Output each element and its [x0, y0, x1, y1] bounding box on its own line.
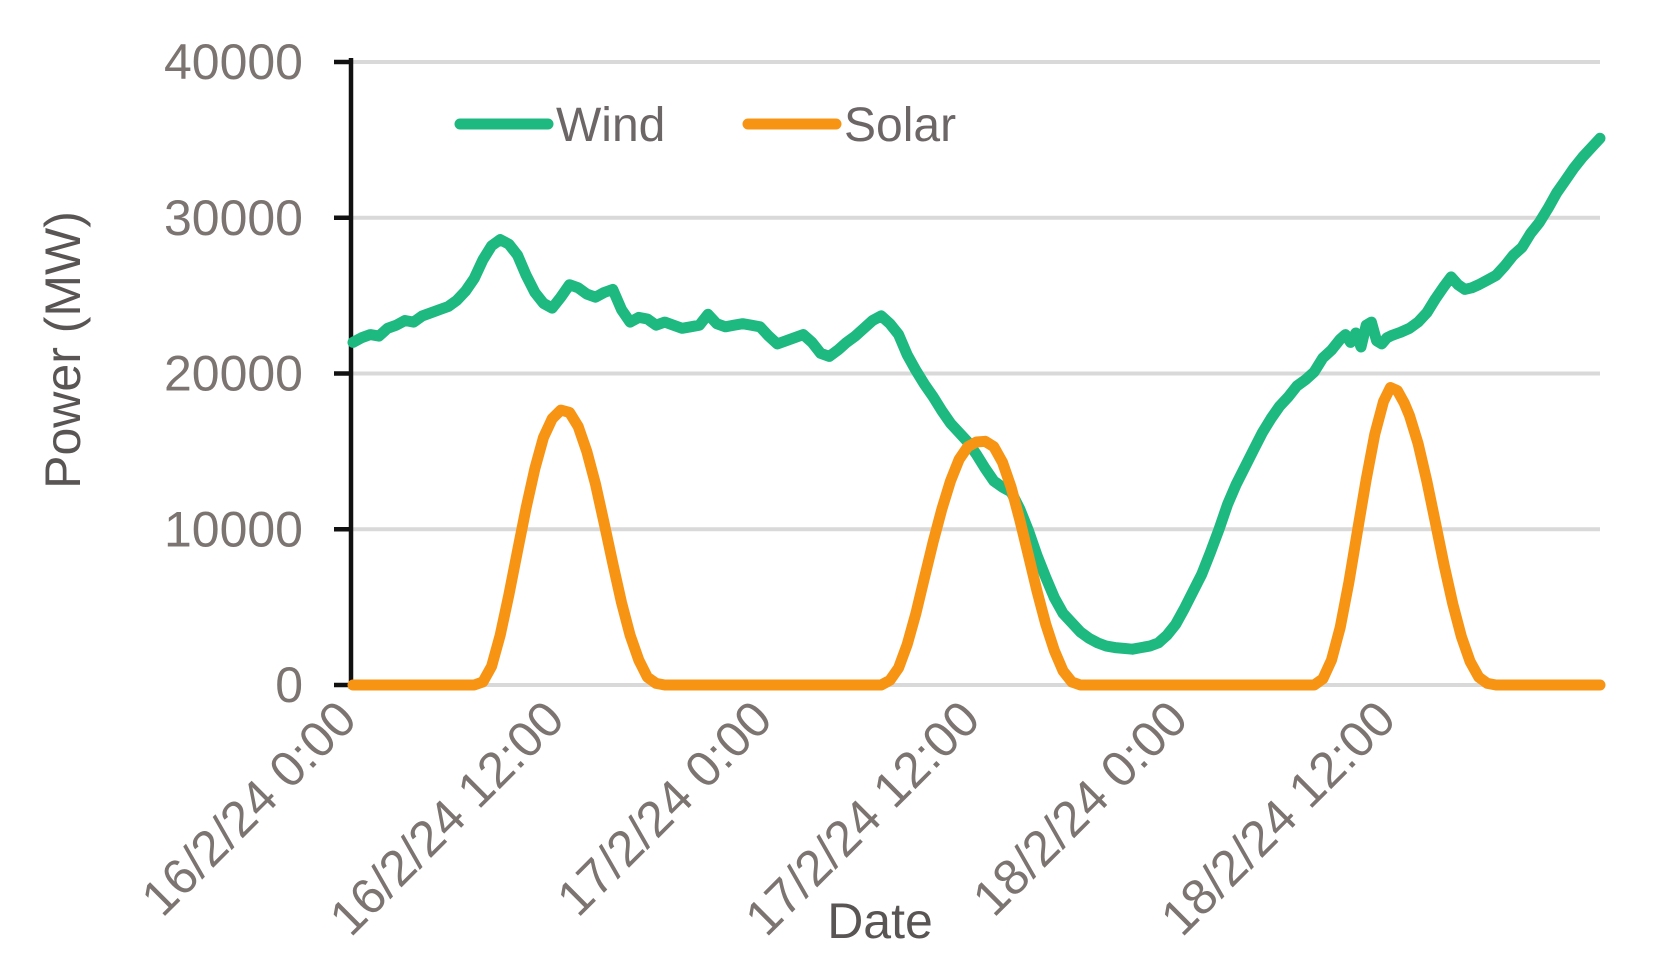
wind-legend-label: Wind: [556, 99, 665, 152]
x-tick-label: 17/2/24 0:00: [546, 690, 782, 926]
y-tick-label: 10000: [164, 501, 303, 557]
y-axis: [334, 58, 354, 689]
x-tick-label: 16/2/24 0:00: [131, 690, 367, 926]
y-axis-title: Power (MW): [35, 211, 91, 489]
legend: Wind Solar: [454, 99, 956, 152]
solar-series-line: [347, 382, 1606, 691]
y-tick-labels: 40000 30000 20000 10000 0: [164, 34, 303, 713]
x-axis-title: Date: [827, 893, 933, 949]
solar-legend-label: Solar: [844, 99, 956, 152]
y-tick-label: 30000: [164, 190, 303, 246]
wind-series-line: [347, 132, 1606, 655]
x-tick-label: 18/2/24 0:00: [962, 690, 1198, 926]
gridlines: [353, 60, 1600, 687]
y-tick-label: 20000: [164, 346, 303, 402]
y-tick-label: 0: [275, 657, 303, 713]
series-lines: [347, 132, 1606, 691]
y-tick-label: 40000: [164, 34, 303, 90]
